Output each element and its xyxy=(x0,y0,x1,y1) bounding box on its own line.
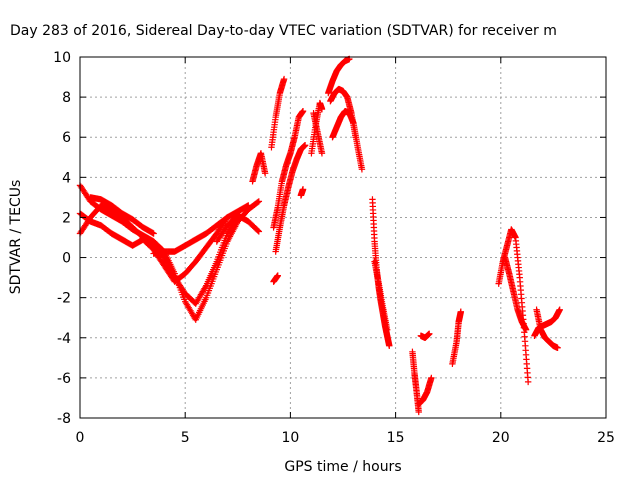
series-arc-10 xyxy=(272,142,309,255)
data-point xyxy=(554,344,561,352)
data-point xyxy=(274,272,281,279)
data-point xyxy=(280,75,288,83)
series-arc-22 xyxy=(417,330,433,341)
series-arc-27 xyxy=(533,306,561,352)
series-arc-15 xyxy=(325,55,353,97)
series-arc-14 xyxy=(310,109,326,157)
data-point xyxy=(383,326,391,333)
series-arc-4 xyxy=(87,194,157,237)
series-arc-3 xyxy=(76,210,231,285)
y-tick-label: -4 xyxy=(57,331,71,347)
data-point xyxy=(299,186,307,193)
series-arc-5 xyxy=(150,202,252,257)
data-point xyxy=(358,166,366,173)
plot-frame xyxy=(79,56,607,419)
data-point xyxy=(299,107,307,115)
series-arc-19 xyxy=(371,258,391,333)
series-arc-8 xyxy=(268,75,288,151)
data-point xyxy=(150,230,157,237)
x-tick-label: 5 xyxy=(181,430,190,446)
series-arc-6 xyxy=(213,212,263,245)
y-tick-label: 6 xyxy=(62,130,71,146)
data-point xyxy=(255,228,263,235)
series-arc-11 xyxy=(270,272,281,285)
grid xyxy=(80,57,606,418)
data-point xyxy=(556,306,563,313)
data-point xyxy=(254,198,262,206)
data-point xyxy=(457,308,465,315)
data-point xyxy=(202,283,209,291)
series-arc-7 xyxy=(249,150,269,185)
data-point xyxy=(301,142,309,149)
y-tick-label: 2 xyxy=(62,210,71,226)
x-tick-label: 10 xyxy=(281,430,299,446)
data-point xyxy=(428,374,435,382)
x-tick-label: 15 xyxy=(387,430,405,446)
y-tick-label: 10 xyxy=(53,50,71,66)
series-arc-23 xyxy=(449,308,465,368)
x-tick-label: 20 xyxy=(492,430,510,446)
x-tick-label: 25 xyxy=(597,430,615,446)
data-point xyxy=(245,202,252,209)
y-axis-label: SDTVAR / TECUs xyxy=(8,180,24,295)
axis-ticks: 0 5 10 15 20 25 -8 -6 -4 -2 0 2 4 6 8 10 xyxy=(53,50,615,446)
y-tick-label: 0 xyxy=(62,251,71,267)
data-point xyxy=(426,330,433,337)
data-point xyxy=(522,326,530,333)
data-point xyxy=(261,170,269,177)
y-tick-label: -2 xyxy=(57,291,71,307)
x-tick-label: 0 xyxy=(76,430,85,446)
series-arc-21 xyxy=(415,374,435,408)
y-tick-label: 4 xyxy=(62,170,71,186)
data-point xyxy=(318,150,326,157)
data-point xyxy=(318,105,326,113)
y-tick-label: -6 xyxy=(57,371,71,387)
x-axis-label: GPS time / hours xyxy=(284,459,401,475)
data-point xyxy=(524,378,532,386)
y-tick-label: 8 xyxy=(62,90,71,106)
series-arc-17 xyxy=(329,107,366,173)
data-point xyxy=(254,227,262,234)
data-point xyxy=(415,408,422,416)
series-arc-25 xyxy=(501,254,530,333)
data-point xyxy=(386,342,393,349)
series-arc-9 xyxy=(270,107,307,231)
data-point xyxy=(255,198,263,205)
y-tick-label: -8 xyxy=(57,411,71,427)
series-arc-12 xyxy=(297,186,307,199)
chart-title: Day 283 of 2016, Sidereal Day-to-day VTE… xyxy=(10,23,557,39)
data-points xyxy=(76,55,563,416)
